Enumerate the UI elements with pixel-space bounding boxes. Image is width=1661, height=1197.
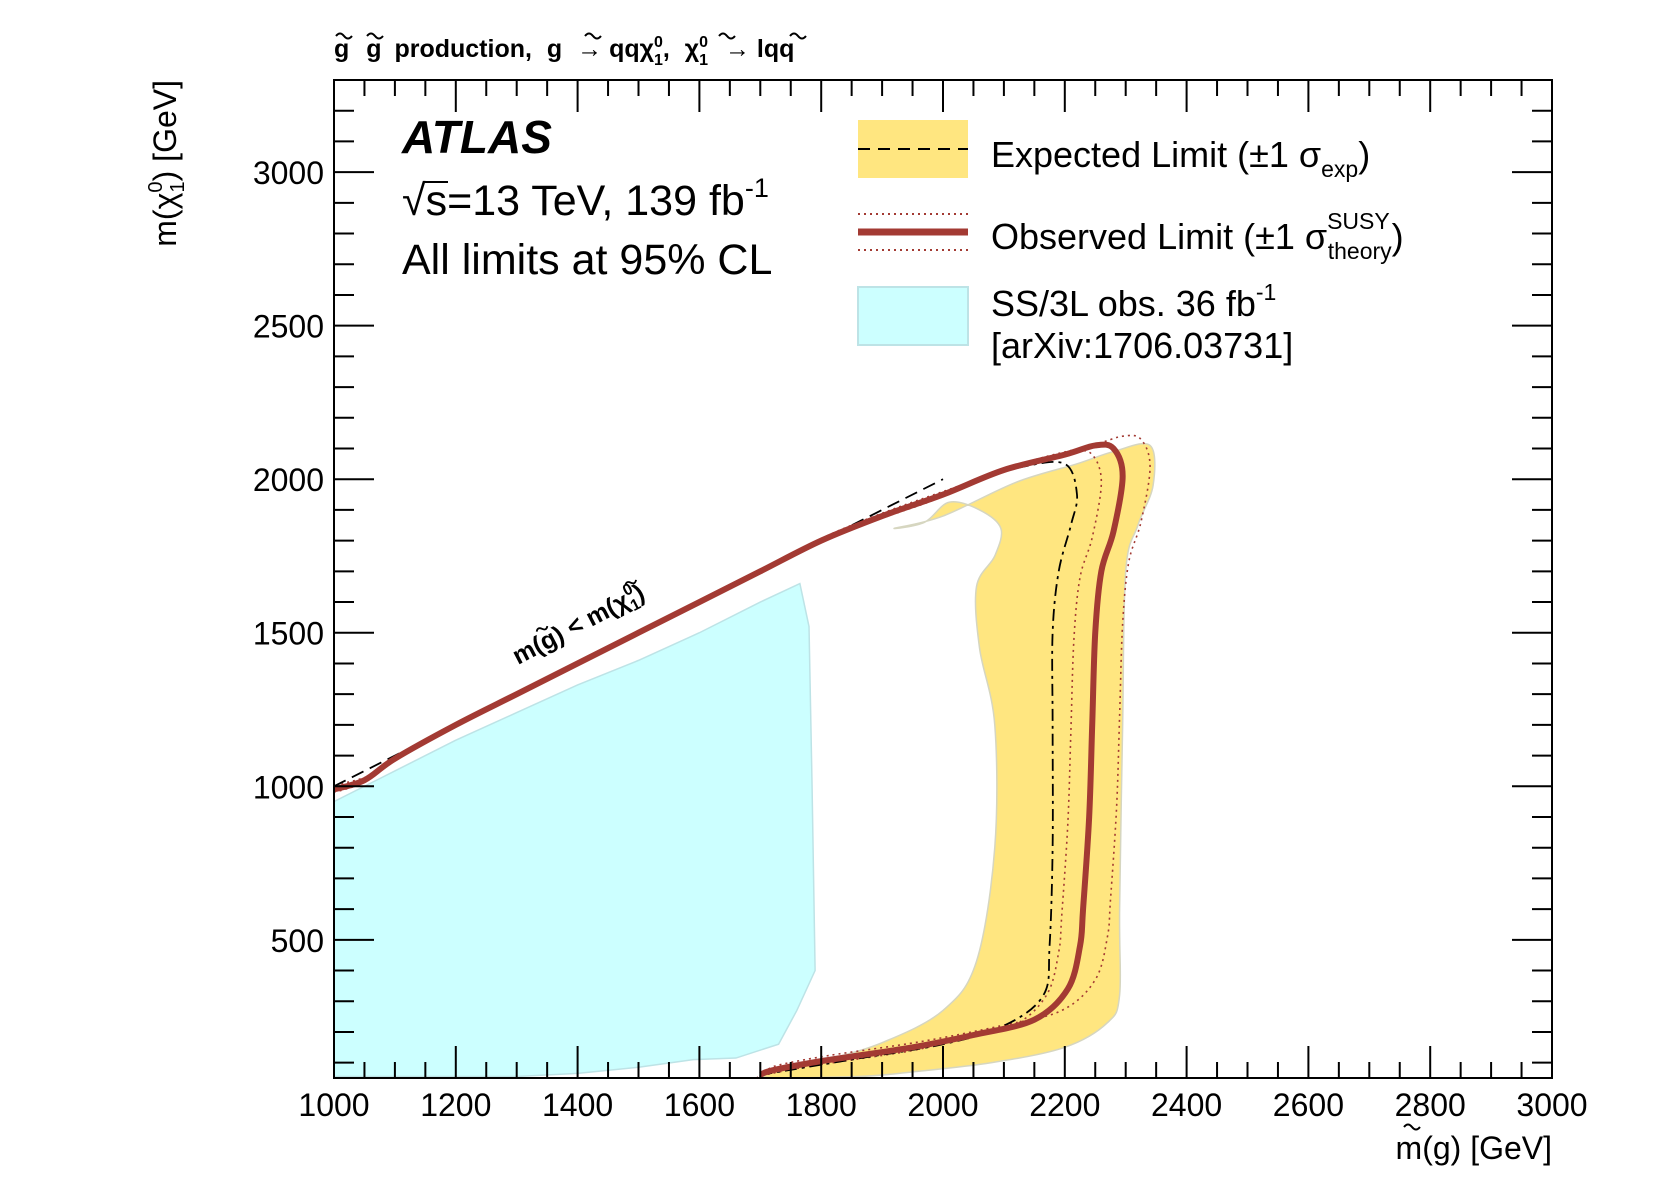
atlas-label: ATLAS <box>401 111 552 163</box>
x-tick-label: 1200 <box>420 1087 491 1123</box>
x-tick-label: 2000 <box>907 1087 978 1123</box>
plot-title: g g production, g → qqχ0 1, χ0 1 → lqq <box>334 34 794 71</box>
x-tick-label: 1000 <box>298 1087 369 1123</box>
ss3l-observed-region <box>334 582 816 1078</box>
x-tick-label: 2600 <box>1273 1087 1344 1123</box>
x-tick-label: 3000 <box>1516 1087 1587 1123</box>
x-tick-label: 2400 <box>1151 1087 1222 1123</box>
expected-limit-band <box>759 442 1156 1078</box>
diagonal-label: m(g) < m(χ01) <box>507 577 651 674</box>
y-axis-ticks: 500 1000 1500 2000 2500 3000 <box>253 79 1552 1064</box>
y-tick-label: 3000 <box>253 155 324 191</box>
x-axis-title: m(g) [GeV] <box>1396 1130 1552 1166</box>
x-tick-label: 2200 <box>1029 1087 1100 1123</box>
legend-ss3l-ref: [arXiv:1706.03731] <box>991 325 1293 366</box>
y-tick-label: 2000 <box>253 462 324 498</box>
y-tick-label: 1000 <box>253 769 324 805</box>
x-tick-label: 2800 <box>1395 1087 1466 1123</box>
legend: Expected Limit (±1 σexp) Observed Limit … <box>857 120 1404 366</box>
x-tick-label: 1800 <box>786 1087 857 1123</box>
x-axis-title-tilde <box>1403 1123 1421 1131</box>
legend-expected-text: Expected Limit (±1 σexp) <box>991 134 1370 182</box>
y-tick-label: 500 <box>271 923 324 959</box>
legend-ss3l-swatch <box>857 286 969 346</box>
energy-lumi-label: √s=13 TeV, 139 fb-1 <box>402 173 769 225</box>
legend-expected-swatch <box>858 120 968 178</box>
observed-limit-line <box>334 441 1126 1078</box>
svg-text:m(g) < m(χ01): m(g) < m(χ01) <box>507 577 651 674</box>
y-tick-label: 2500 <box>253 309 324 345</box>
y-tick-label: 1500 <box>253 616 324 652</box>
x-tick-label: 1600 <box>664 1087 735 1123</box>
confidence-level-label: All limits at 95% CL <box>402 236 772 284</box>
x-tick-label: 1400 <box>542 1087 613 1123</box>
y-axis-title: m(χ01) [GeV] <box>145 80 189 247</box>
title-tilde-marks <box>335 32 807 40</box>
legend-ss3l-text: SS/3L obs. 36 fb-1 <box>991 279 1276 324</box>
x-axis-ticks: 1000 1200 1400 1600 1800 2000 2200 2400 2600 2800… <box>298 80 1588 1123</box>
legend-observed-text: Observed Limit (±1 σSUSY theory) <box>991 208 1404 264</box>
